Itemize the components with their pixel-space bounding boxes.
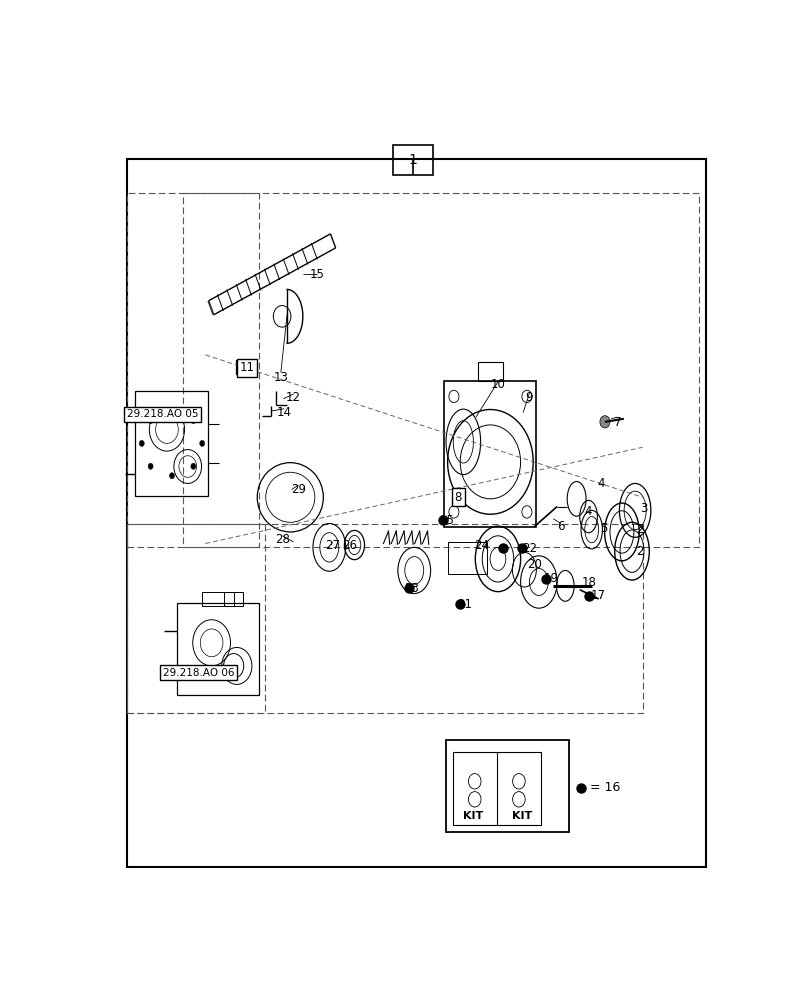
Text: 18: 18 [581,576,596,588]
Circle shape [191,417,195,424]
Circle shape [148,417,153,424]
Text: 25: 25 [439,514,454,527]
Text: 29.218.AO 06: 29.218.AO 06 [162,668,234,678]
Text: 6: 6 [556,520,564,533]
Text: 12: 12 [285,391,301,404]
Text: 24: 24 [474,539,488,552]
Text: 15: 15 [309,267,324,280]
Text: 23: 23 [404,582,418,595]
Text: 3: 3 [640,502,647,515]
Text: 26: 26 [341,539,357,552]
Circle shape [169,408,174,414]
Bar [127,193,259,547]
Text: 20: 20 [526,558,541,571]
Bar [177,603,259,695]
Bar [447,542,486,574]
Circle shape [148,463,153,469]
Circle shape [139,440,144,446]
Bar [444,381,536,527]
Bar [202,592,234,606]
Bar [127,524,265,713]
Text: 2: 2 [635,523,642,536]
Circle shape [599,416,609,428]
Circle shape [191,463,195,469]
Text: 1: 1 [408,153,417,167]
Bar [392,145,433,175]
Bar [477,362,502,381]
Text: 27: 27 [324,539,340,552]
Text: 7: 7 [613,416,620,429]
Text: 29: 29 [290,483,306,496]
Bar [135,391,208,496]
Bar [452,752,540,825]
Text: 21: 21 [457,598,471,611]
Text: 29.218.AO 05: 29.218.AO 05 [127,409,198,419]
Text: 10: 10 [490,378,504,391]
Text: 9: 9 [525,391,533,404]
Text: 13: 13 [273,371,288,384]
Text: 4: 4 [597,477,604,490]
Text: 28: 28 [275,533,290,546]
Text: 8: 8 [454,491,461,504]
Bar [446,740,569,832]
Text: 11: 11 [239,361,254,374]
Text: 4: 4 [583,505,591,518]
Text: KIT: KIT [462,811,483,821]
Text: 19: 19 [543,572,558,585]
Bar [235,360,253,374]
Circle shape [200,440,204,446]
Bar [127,524,642,713]
Bar [224,592,242,606]
Text: 17: 17 [590,589,605,602]
Text: KIT: KIT [512,811,532,821]
Text: 2: 2 [635,545,642,558]
Text: 22: 22 [521,542,536,555]
Text: 14: 14 [277,406,291,419]
Bar [183,193,698,547]
Circle shape [169,473,174,479]
Text: 5: 5 [599,522,607,535]
Text: = 16: = 16 [590,781,620,794]
